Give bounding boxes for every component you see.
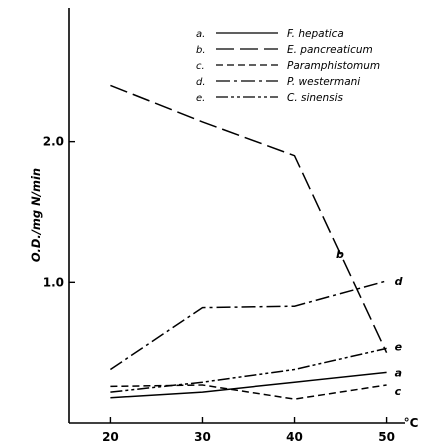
curve-label-c: c [395,385,402,398]
curve-label-e: e [395,340,403,353]
legend-label-a: F. hepatica [287,28,344,40]
y-tick-label: 2.0 [43,135,64,149]
series-line-e [110,347,387,393]
curve-label-b: b [336,248,344,261]
y-axis-ticks: 1.0 2.0 [43,135,75,289]
curve-label-d: d [395,275,403,288]
series-lines [109,84,388,400]
x-tick-label: 20 [102,430,119,444]
legend-key-b: b. [196,45,206,56]
x-tick-label: 40 [286,430,303,444]
legend-key-d: d. [196,77,206,88]
curve-label-a: a [395,366,402,379]
x-axis-unit: °C [404,416,419,430]
axes [68,8,405,424]
series-line-c [110,384,387,400]
legend-key-a: a. [196,29,205,40]
series-line-b [110,84,388,354]
curve-labels: a b c d e [336,248,403,398]
legend-label-e: C. sinensis [287,92,344,104]
legend-label-d: P. westermani [287,76,360,88]
y-axis-label: O.D./mg N/min [29,168,43,262]
legend-key-c: c. [196,61,205,72]
y-tick-label: 1.0 [43,275,64,289]
legend: a. F. hepatica b. E. pancreaticum c. Paramphi… [196,28,380,104]
series-line-a [110,371,387,399]
series-line-d [109,280,387,371]
x-tick-label: 30 [194,430,211,444]
legend-key-e: e. [196,93,205,104]
legend-label-b: E. pancreaticum [287,44,373,56]
legend-label-c: Paramphistomum [287,60,380,72]
x-tick-label: 50 [378,430,395,444]
x-axis-ticks: 20 30 40 50 [102,417,395,444]
